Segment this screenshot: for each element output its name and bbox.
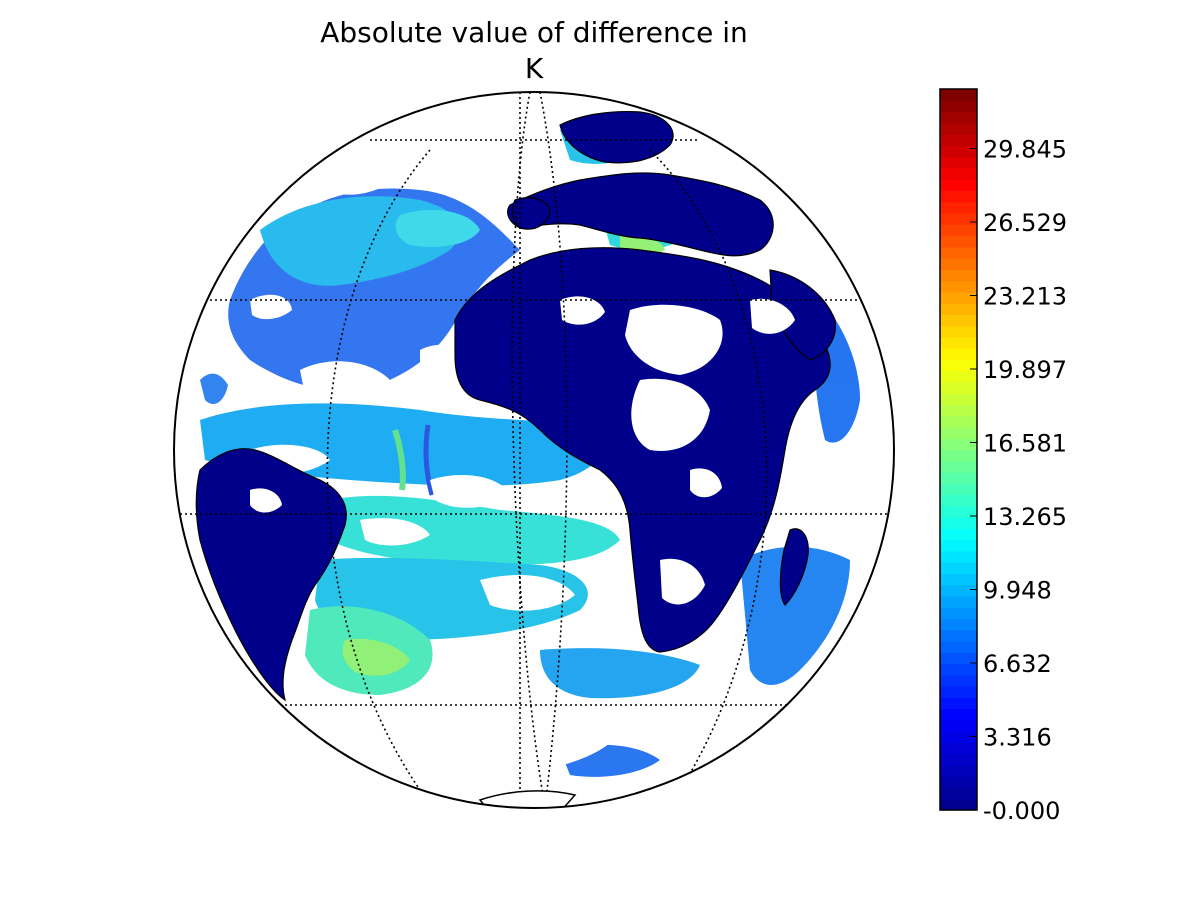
colorbar-band [940, 89, 977, 101]
colorbar-band [940, 449, 977, 462]
colorbar-tick-label: 3.316 [983, 724, 1052, 752]
colorbar-band [940, 528, 977, 541]
colorbar-band [940, 134, 977, 146]
colorbar-band [940, 291, 977, 304]
colorbar-band [940, 246, 977, 259]
colorbar-gradient [940, 89, 977, 811]
colorbar-band [940, 325, 977, 338]
colorbar-band [940, 674, 977, 687]
colorbar-band [940, 404, 977, 417]
colorbar-frame [939, 88, 978, 811]
globe-content [174, 92, 894, 808]
land-europe [507, 172, 774, 257]
colorbar-band [940, 314, 977, 327]
colorbar-band [940, 573, 977, 586]
colorbar-band [940, 167, 977, 180]
colorbar-band [940, 798, 977, 811]
colorbar-tick-label: 6.632 [983, 650, 1052, 678]
colorbar-band [940, 100, 977, 113]
colorbar-band [940, 629, 977, 642]
colorbar-ticks: -0.000 3.316 6.632 9.948 13.265 16.581 19.897 2… [970, 136, 1067, 825]
colorbar-tick-label: -0.000 [983, 797, 1060, 825]
colorbar-band [940, 787, 977, 800]
colorbar-band [940, 336, 977, 349]
colorbar-band [940, 618, 977, 631]
colorbar-band [940, 663, 977, 676]
colorbar-band [940, 201, 977, 214]
land-scandinavia [559, 111, 674, 164]
colorbar-band [940, 719, 977, 732]
colorbar-band [940, 257, 977, 270]
colorbar-band [940, 235, 977, 248]
colorbar-band [940, 483, 977, 496]
colorbar-tick-label: 16.581 [983, 430, 1067, 458]
colorbar: -0.000 3.316 6.632 9.948 13.265 16.581 19.897 2… [939, 88, 1067, 825]
colorbar-band [940, 550, 977, 563]
colorbar-band [940, 438, 977, 451]
colorbar-tick-label: 29.845 [983, 136, 1067, 164]
colorbar-band [940, 426, 977, 439]
colorbar-band [940, 156, 977, 169]
colorbar-band [940, 517, 977, 529]
colorbar-band [940, 607, 977, 620]
colorbar-band [940, 381, 977, 394]
colorbar-band [940, 145, 977, 158]
colorbar-band [940, 753, 977, 766]
colorbar-tick-label: 19.897 [983, 356, 1067, 384]
colorbar-band [940, 472, 977, 484]
land-madagascar [779, 528, 809, 606]
colorbar-band [940, 269, 977, 282]
colorbar-tick-label: 23.213 [983, 283, 1067, 311]
colorbar-band [940, 122, 977, 135]
colorbar-band [940, 190, 977, 203]
colorbar-band [940, 212, 977, 225]
colorbar-band [940, 776, 977, 789]
colorbar-band [940, 460, 977, 473]
colorbar-tick-label: 13.265 [983, 503, 1067, 531]
colorbar-band [940, 697, 977, 710]
colorbar-band [940, 393, 977, 406]
colorbar-band [940, 686, 977, 698]
cloud-mask [250, 173, 765, 771]
land-cloud-mask [250, 296, 795, 605]
colorbar-band [940, 595, 977, 608]
plot-title: Absolute value of difference in [320, 16, 748, 49]
colorbar-band [940, 359, 977, 372]
graticule [175, 92, 893, 808]
plot-title-unit: K [524, 52, 544, 85]
colorbar-band [940, 280, 977, 293]
colorbar-tick-label: 9.948 [983, 577, 1052, 605]
colorbar-band [940, 111, 977, 124]
globe-outline [173, 91, 895, 809]
colorbar-band [940, 742, 977, 755]
colorbar-band [940, 348, 977, 360]
colorbar-band [940, 505, 977, 518]
colorbar-band [940, 303, 977, 315]
colorbar-band [940, 415, 977, 428]
colorbar-band [940, 584, 977, 597]
colorbar-band [940, 652, 977, 665]
colorbar-band [940, 370, 977, 383]
colorbar-band [940, 764, 977, 777]
colorbar-band [940, 731, 977, 744]
land-south-america [195, 448, 347, 702]
colorbar-band [940, 641, 977, 653]
colorbar-band [940, 179, 977, 191]
land-iberia [511, 197, 551, 230]
land-africa [454, 247, 831, 653]
colorbar-band [940, 539, 977, 552]
land-arabia [769, 269, 837, 361]
colorbar-band [940, 562, 977, 575]
colorbar-band [940, 494, 977, 507]
colorbar-tick-label: 26.529 [983, 209, 1067, 237]
colorbar-band [940, 708, 977, 721]
colorbar-band [940, 224, 977, 237]
land-masses [195, 111, 837, 702]
